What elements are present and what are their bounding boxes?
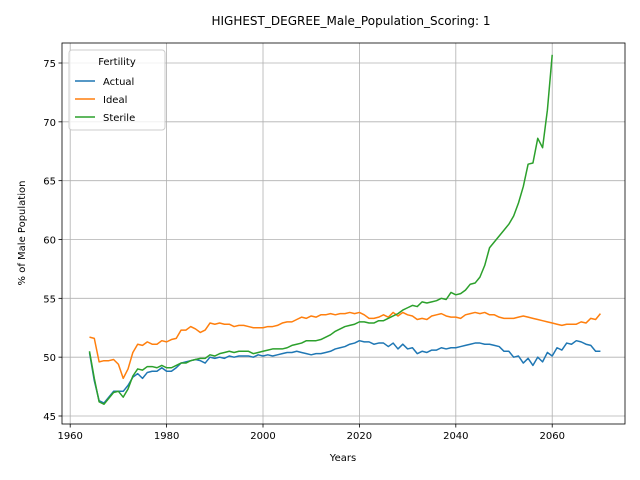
- y-tick-label: 65: [43, 177, 56, 188]
- x-tick-label: 1980: [154, 431, 179, 442]
- legend: Fertility Actual Ideal Sterile: [68, 49, 166, 131]
- legend-label: Sterile: [103, 113, 135, 124]
- x-axis-label: Years: [329, 453, 356, 464]
- line-series: [88, 339, 601, 404]
- line-series: [88, 54, 553, 405]
- chart-title: HIGHEST_DEGREE_Male_Population_Scoring: …: [211, 14, 490, 28]
- plot-frame: [61, 42, 626, 425]
- y-tick-label: 60: [43, 236, 56, 247]
- y-tick-label: 75: [43, 59, 56, 70]
- x-tick-label: 2000: [250, 431, 275, 442]
- x-tick-label: 2020: [347, 431, 372, 442]
- line-series: [89, 311, 602, 380]
- y-axis-label: % of Male Population: [17, 181, 28, 286]
- legend-label: Actual: [103, 77, 134, 88]
- y-tick-label: 70: [43, 118, 56, 129]
- y-tick-label: 50: [43, 353, 56, 364]
- legend-title: Fertility: [98, 57, 136, 68]
- legend-box: [68, 49, 166, 131]
- x-tick-label: 1960: [57, 431, 82, 442]
- legend-label: Ideal: [103, 95, 127, 106]
- x-tick-label: 2040: [443, 431, 468, 442]
- x-tick-label: 2060: [539, 431, 564, 442]
- y-tick-label: 55: [43, 294, 56, 305]
- y-tick-label: 45: [43, 412, 56, 423]
